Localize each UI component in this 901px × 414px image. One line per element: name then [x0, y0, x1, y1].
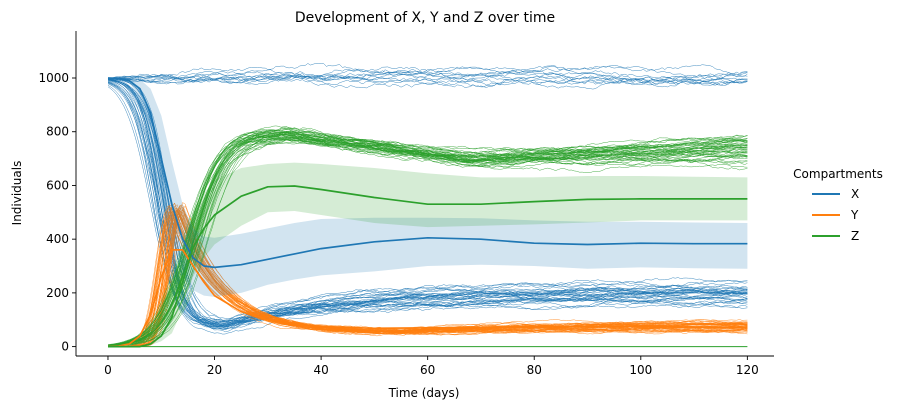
x-declining-realization — [107, 79, 748, 319]
x-declining-realization — [107, 78, 748, 328]
x-declining-realization — [107, 78, 748, 333]
x-axis-label: Time (days) — [388, 386, 460, 400]
y-tick-label: 200 — [46, 286, 69, 300]
plot-content — [107, 63, 748, 348]
x-declining-realization — [107, 78, 748, 328]
x-tick-label: 120 — [736, 363, 759, 377]
x-declining-realization — [107, 81, 748, 323]
y-tick-label: 400 — [46, 232, 69, 246]
z-realization — [107, 136, 748, 346]
x-survivor-realization — [107, 72, 748, 86]
x-survivor-realization — [108, 63, 748, 80]
z-realization — [107, 137, 748, 347]
y-realization — [108, 209, 748, 347]
x-declining-realization — [107, 82, 748, 328]
chart-title: Development of X, Y and Z over time — [295, 10, 555, 26]
x-tick-label: 0 — [104, 363, 112, 377]
y-realization — [108, 207, 748, 347]
legend-title: Compartments — [793, 167, 883, 181]
legend-label-y: Y — [850, 208, 859, 222]
x-tick-label: 100 — [629, 363, 652, 377]
y-tick-label: 600 — [46, 178, 69, 192]
y-realization — [108, 214, 748, 347]
mean-line-z — [108, 185, 748, 348]
z-realization — [107, 132, 748, 347]
y-realization — [108, 210, 748, 347]
x-survivor-realization — [108, 72, 748, 90]
y-realization — [108, 213, 748, 347]
x-tick-label: 60 — [420, 363, 435, 377]
x-declining-realization — [107, 79, 748, 327]
z-realization — [107, 141, 748, 347]
z-realization — [107, 133, 748, 346]
x-tick-label: 20 — [207, 363, 222, 377]
z-realization — [107, 130, 748, 346]
y-tick-label: 0 — [61, 340, 69, 354]
x-survivor-realization — [107, 68, 748, 83]
y-realization — [108, 207, 748, 347]
mean-line-x — [107, 77, 748, 269]
z-realization — [107, 133, 748, 346]
z-realization — [107, 134, 748, 347]
x-declining-realization — [107, 78, 748, 325]
x-tick-label: 80 — [527, 363, 542, 377]
axes: 0 20 40 60 80 100 120 0 200 400 600 800 1000 — [38, 31, 774, 377]
legend-label-x: X — [851, 187, 859, 201]
mean-line-y — [107, 249, 748, 348]
z-realization — [107, 131, 748, 346]
x-declining-realization — [107, 81, 748, 328]
band-x — [108, 77, 748, 297]
y-tick-label: 800 — [46, 125, 69, 139]
x-declining-realization — [107, 84, 748, 330]
x-survivor-realization — [108, 75, 748, 89]
legend: Compartments XYZ — [793, 167, 883, 243]
x-survivor-realization — [107, 65, 748, 79]
x-survivor-realization — [107, 69, 748, 86]
y-tick-label: 1000 — [38, 71, 69, 85]
plot-area — [107, 63, 748, 348]
band-z — [108, 162, 748, 347]
x-survivor-realization — [108, 70, 748, 85]
x-declining-realization — [107, 80, 748, 321]
z-realization — [107, 139, 748, 347]
x-tick-label: 40 — [313, 363, 328, 377]
legend-label-z: Z — [851, 229, 859, 243]
y-axis-label: Individuals — [10, 161, 24, 226]
